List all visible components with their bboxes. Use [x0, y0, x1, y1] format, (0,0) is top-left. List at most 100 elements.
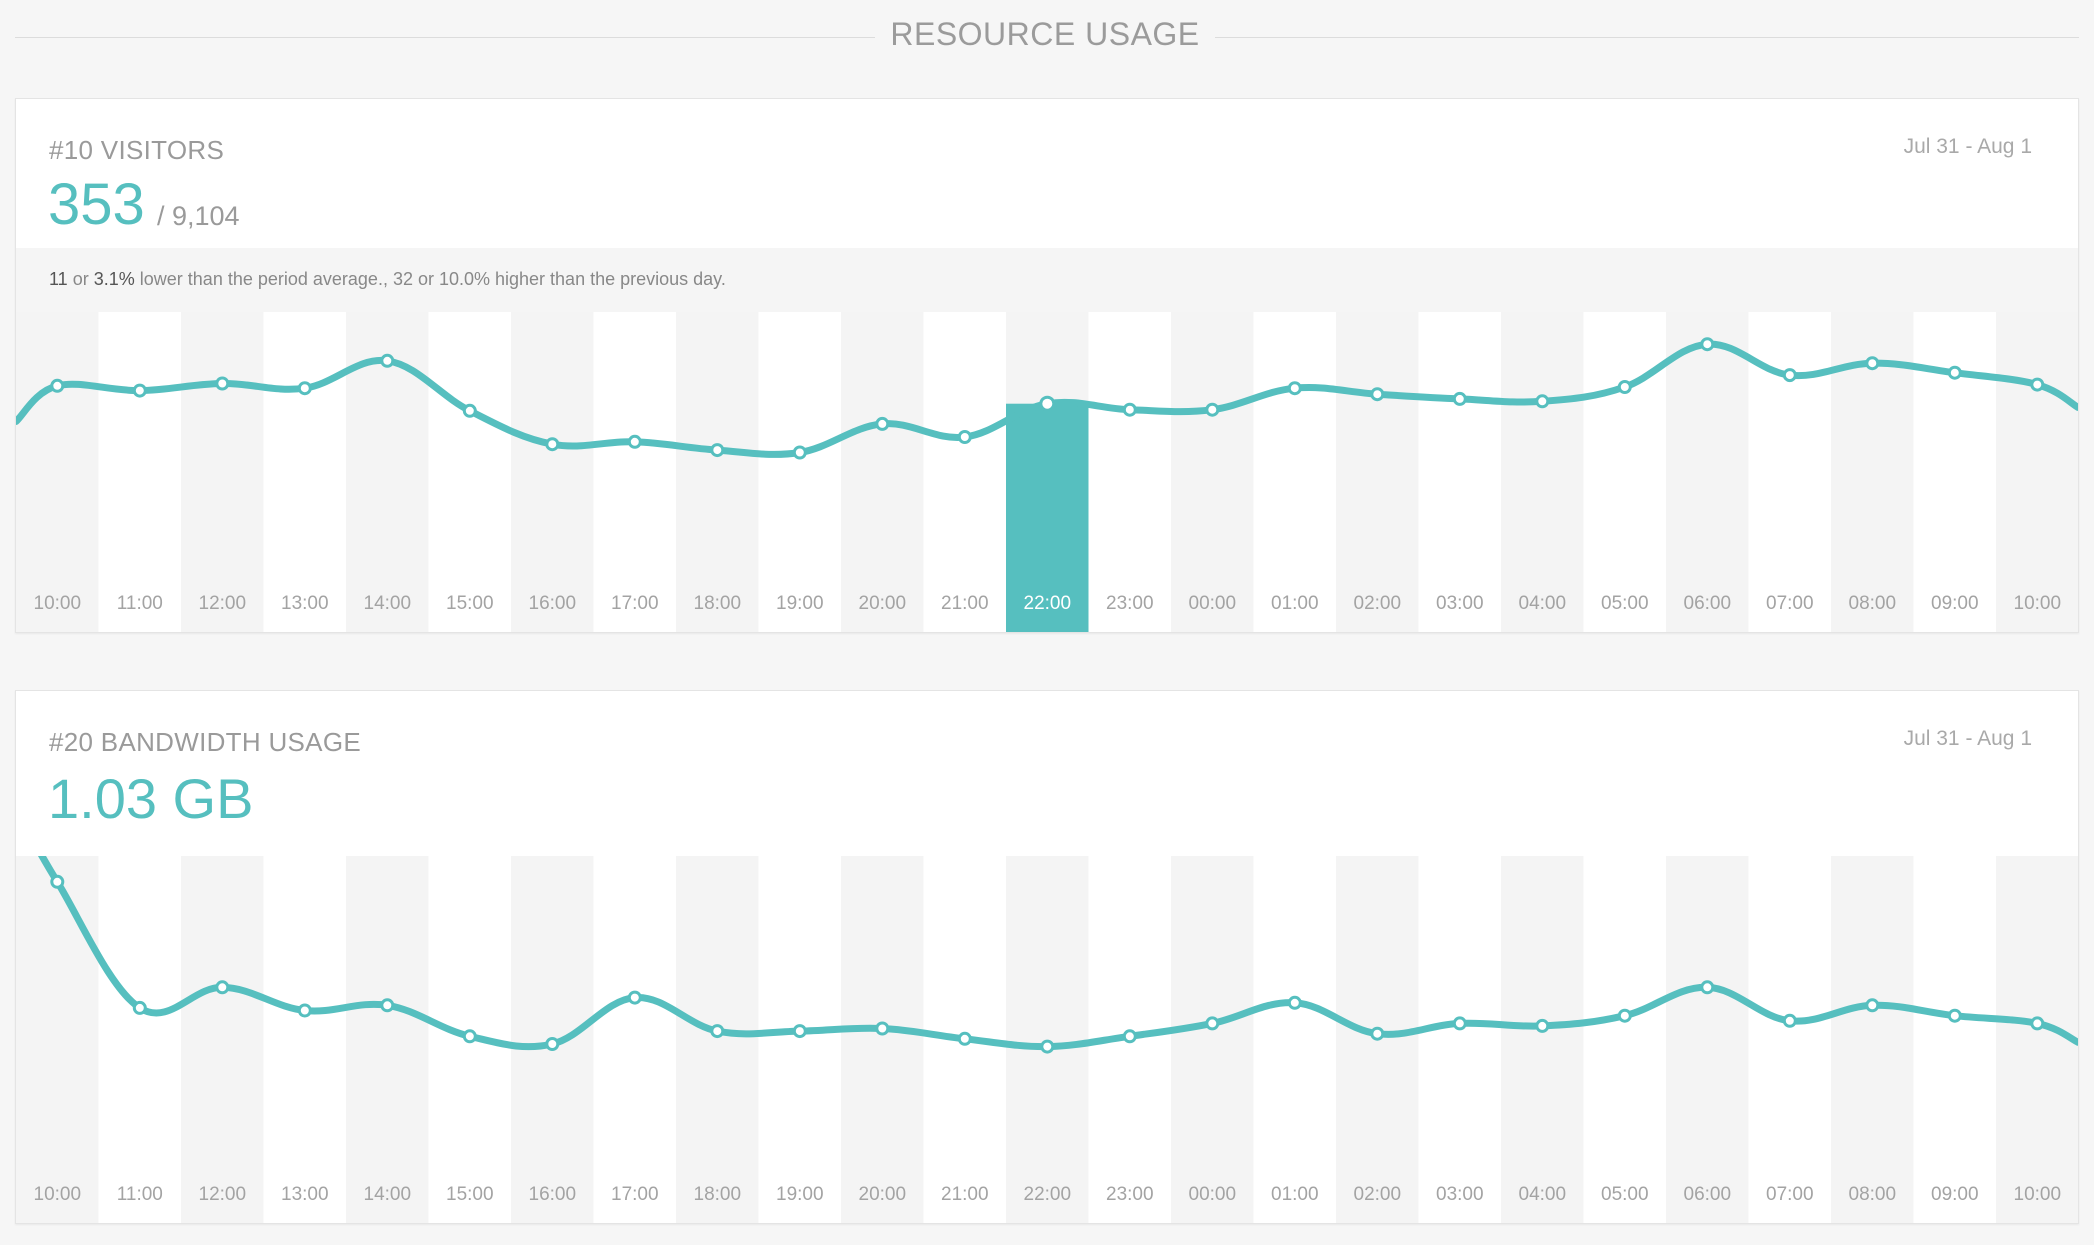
visitors-total: / 9,104: [157, 201, 240, 231]
data-point[interactable]: [215, 376, 230, 391]
x-label-cell: [181, 1165, 264, 1223]
summary-or: or: [72, 269, 89, 289]
data-point[interactable]: [1122, 1029, 1137, 1044]
data-point[interactable]: [132, 1000, 147, 1015]
x-label-cell: [758, 574, 841, 632]
data-point[interactable]: [380, 353, 395, 368]
data-point[interactable]: [545, 437, 560, 452]
x-tick-label: 22:00: [1024, 593, 1072, 614]
x-tick-label: 12:00: [199, 1184, 247, 1205]
x-label-cell: [1006, 1165, 1089, 1223]
x-tick-label: 13:00: [281, 1184, 329, 1205]
x-tick-label: 04:00: [1519, 593, 1567, 614]
x-label-cell: [1913, 574, 1996, 632]
x-label-cell: [1088, 1165, 1171, 1223]
x-tick-label: 21:00: [941, 1184, 989, 1205]
x-tick-label: 03:00: [1436, 1184, 1484, 1205]
data-point[interactable]: [1452, 1016, 1467, 1031]
x-label-cell: [841, 1165, 924, 1223]
x-tick-label: 10:00: [34, 593, 82, 614]
data-point[interactable]: [1205, 1016, 1220, 1031]
x-tick-label: 10:00: [2014, 1184, 2062, 1205]
data-point[interactable]: [1370, 1026, 1385, 1041]
highlight-bar[interactable]: [1006, 403, 1089, 632]
data-point[interactable]: [1947, 365, 1962, 380]
data-point[interactable]: [957, 1031, 972, 1046]
data-point[interactable]: [2030, 377, 2045, 392]
data-point[interactable]: [1617, 1008, 1632, 1023]
data-point[interactable]: [1782, 368, 1797, 383]
data-point[interactable]: [380, 998, 395, 1013]
summary-delta-count: 11: [49, 269, 68, 289]
data-point[interactable]: [1782, 1013, 1797, 1028]
data-point[interactable]: [462, 403, 477, 418]
x-tick-label: 12:00: [199, 593, 247, 614]
column-bg: [181, 856, 264, 1223]
column-bg: [841, 856, 924, 1223]
data-point[interactable]: [792, 1024, 807, 1039]
data-point[interactable]: [215, 980, 230, 995]
column-bg: [1996, 856, 2078, 1223]
data-point[interactable]: [875, 416, 890, 431]
data-point[interactable]: [2030, 1016, 2045, 1031]
data-point[interactable]: [1452, 391, 1467, 406]
x-label-cell: [98, 1165, 181, 1223]
x-label-cell: [1748, 574, 1831, 632]
x-tick-label: 00:00: [1189, 1184, 1237, 1205]
data-point[interactable]: [1947, 1008, 1962, 1023]
data-point[interactable]: [132, 383, 147, 398]
data-point[interactable]: [1370, 387, 1385, 402]
data-point[interactable]: [50, 874, 65, 889]
data-point[interactable]: [627, 990, 642, 1005]
data-point[interactable]: [297, 1003, 312, 1018]
data-point[interactable]: [1700, 980, 1715, 995]
data-point[interactable]: [1205, 402, 1220, 417]
visitors-card: #10 VISITORS Jul 31 - Aug 1 353 / 9,104 …: [15, 98, 2079, 633]
data-point[interactable]: [1865, 998, 1880, 1013]
x-label-cell: [263, 574, 346, 632]
data-point[interactable]: [1287, 381, 1302, 396]
x-tick-label: 07:00: [1766, 593, 1814, 614]
x-label-cell: [923, 1165, 1006, 1223]
data-point[interactable]: [875, 1021, 890, 1036]
x-tick-label: 18:00: [694, 1184, 742, 1205]
x-tick-label: 16:00: [529, 1184, 577, 1205]
x-label-cell: [593, 574, 676, 632]
x-tick-label: 06:00: [1684, 1184, 1732, 1205]
data-point[interactable]: [957, 430, 972, 444]
x-tick-label: 14:00: [364, 593, 412, 614]
data-point[interactable]: [792, 445, 807, 460]
data-point[interactable]: [1535, 1018, 1550, 1033]
data-point[interactable]: [1700, 337, 1715, 352]
column-bg: [758, 856, 841, 1223]
x-tick-label: 07:00: [1766, 1184, 1814, 1205]
data-point[interactable]: [1040, 1039, 1055, 1054]
x-tick-label: 20:00: [859, 593, 907, 614]
header-rule-right: [1215, 37, 2079, 38]
x-label-cell: [1831, 574, 1914, 632]
x-tick-label: 23:00: [1106, 1184, 1154, 1205]
data-point[interactable]: [545, 1037, 560, 1051]
data-point[interactable]: [710, 443, 725, 458]
visitors-summary-strip: 11 or 3.1% lower than the period average…: [16, 248, 2078, 312]
x-tick-label: 17:00: [611, 1184, 659, 1205]
x-label-cell: [428, 1165, 511, 1223]
x-label-cell: [1418, 1165, 1501, 1223]
data-point[interactable]: [1287, 995, 1302, 1010]
data-point[interactable]: [462, 1029, 477, 1044]
x-tick-label: 22:00: [1024, 1184, 1072, 1205]
x-label-cell: [511, 1165, 594, 1223]
data-point[interactable]: [710, 1024, 725, 1039]
data-point[interactable]: [1865, 356, 1880, 371]
data-point[interactable]: [1039, 395, 1056, 412]
data-point[interactable]: [297, 381, 312, 396]
data-point[interactable]: [627, 434, 642, 449]
data-point[interactable]: [1617, 380, 1632, 394]
data-point[interactable]: [1122, 402, 1137, 417]
data-point[interactable]: [1535, 394, 1550, 409]
page-header: RESOURCE USAGE: [0, 0, 2094, 80]
x-label-cell: [1418, 574, 1501, 632]
x-tick-label: 08:00: [1849, 1184, 1897, 1205]
data-point[interactable]: [50, 378, 65, 393]
x-tick-label: 09:00: [1931, 1184, 1979, 1205]
